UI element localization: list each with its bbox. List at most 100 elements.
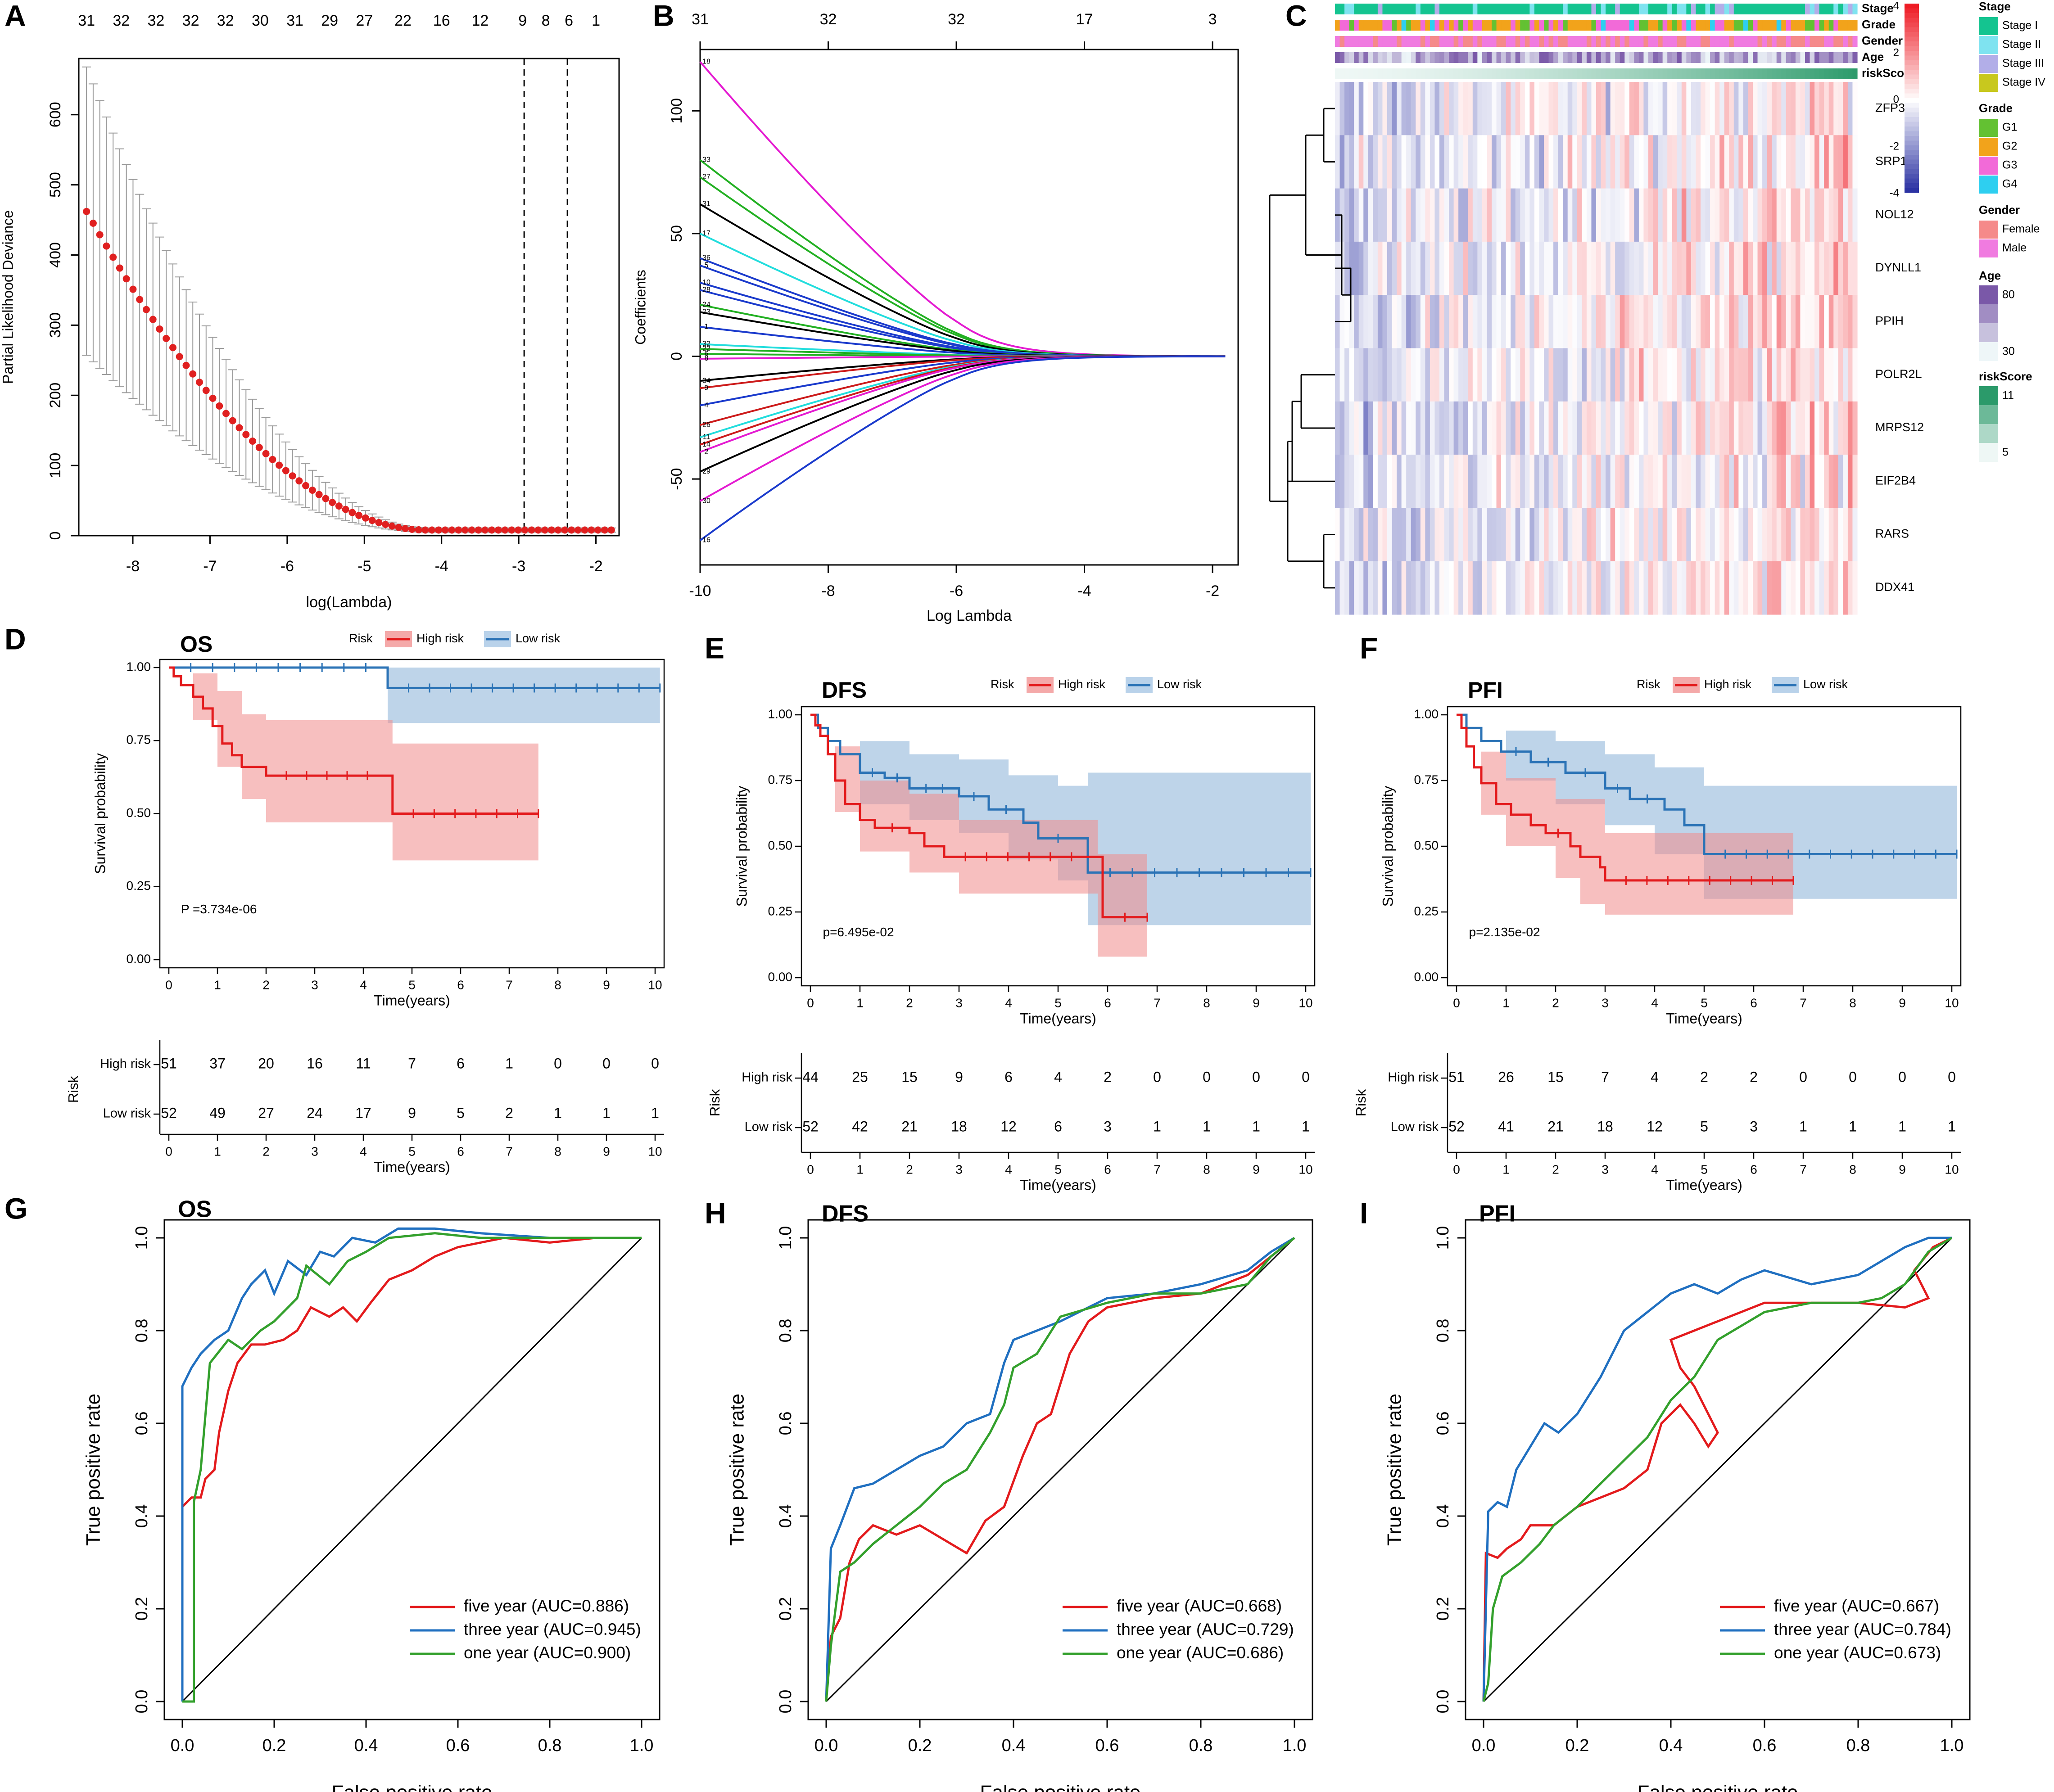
heatmap-cell [1748, 508, 1753, 562]
panel-letter: F [1360, 631, 1378, 664]
gender-annotation-cell [1458, 36, 1464, 47]
x-tick-label: -6 [281, 558, 294, 575]
top-axis-label: 32 [113, 12, 130, 29]
heatmap-cell [1416, 295, 1421, 349]
heatmap-cell [1719, 82, 1725, 135]
riskscore-annotation-cell [1776, 68, 1782, 79]
heatmap-cell [1715, 401, 1720, 455]
legend-item: High risk [416, 632, 464, 645]
heatmap-cell [1544, 561, 1549, 615]
heatmap-cell [1743, 348, 1749, 402]
heatmap-cell [1354, 188, 1359, 242]
heatmap-cell [1567, 455, 1573, 508]
heatmap-cell [1658, 135, 1663, 189]
low-risk-count: 27 [258, 1105, 274, 1121]
gender-annotation-cell [1487, 36, 1492, 47]
heatmap-cell [1681, 135, 1687, 189]
gender-annotation-cell [1729, 36, 1734, 47]
stage-annotation-cell [1434, 4, 1440, 14]
heatmap-cell [1563, 295, 1568, 349]
y-tick-label: 600 [47, 102, 64, 127]
heatmap-cell [1430, 135, 1435, 189]
grade-annotation-cell [1444, 20, 1449, 31]
gender-annotation-cell [1534, 36, 1540, 47]
grade-annotation-cell [1468, 20, 1473, 31]
stage-annotation-cell [1506, 4, 1511, 14]
heatmap-cell [1738, 241, 1744, 295]
heatmap-cell [1753, 455, 1758, 508]
gene-label: PPIH [1875, 314, 1904, 327]
heatmap-cell [1772, 455, 1777, 508]
age-annotation-cell [1748, 52, 1753, 63]
heatmap-cell [1648, 348, 1654, 402]
heatmap-cell [1377, 401, 1383, 455]
heatmap-cell [1368, 82, 1373, 135]
heatmap-cell [1406, 82, 1412, 135]
heatmap-cell [1439, 455, 1445, 508]
heatmap-cell [1757, 241, 1763, 295]
heatmap-cell [1548, 241, 1554, 295]
roc-curve [825, 1237, 1295, 1702]
heatmap-cell [1638, 561, 1644, 615]
gender-annotation-cell [1506, 36, 1511, 47]
deviance-point [189, 370, 197, 378]
gender-annotation-cell [1810, 36, 1815, 47]
color-scale-swatch [1905, 145, 1919, 150]
heatmap-cell [1733, 348, 1739, 402]
legend-gradient-swatch [1979, 443, 1998, 462]
heatmap-cell [1392, 241, 1397, 295]
risk-row-label-low: Low risk [103, 1106, 151, 1121]
top-axis-label: 12 [472, 12, 489, 29]
riskscore-annotation-cell [1691, 68, 1697, 79]
heatmap-cell [1719, 241, 1725, 295]
heatmap-cell [1686, 561, 1692, 615]
heatmap-cell [1525, 241, 1530, 295]
heatmap-cell [1843, 561, 1848, 615]
heatmap-cell [1776, 455, 1782, 508]
low-risk-count: 41 [1498, 1118, 1514, 1134]
age-annotation-cell [1458, 52, 1464, 63]
heatmap-cell [1567, 241, 1573, 295]
heatmap-cell [1567, 508, 1573, 562]
heatmap-cell [1511, 348, 1516, 402]
deviance-point [262, 450, 270, 457]
heatmap-cell [1520, 455, 1525, 508]
roc-curve [1482, 1237, 1953, 1702]
x-tick-label: -2 [1206, 582, 1219, 600]
grade-annotation-cell [1534, 20, 1540, 31]
p-value: p=6.495e-02 [823, 925, 894, 939]
gender-annotation-cell [1567, 36, 1573, 47]
heatmap-cell [1577, 508, 1582, 562]
heatmap-cell [1662, 135, 1668, 189]
heatmap-cell [1501, 455, 1507, 508]
riskscore-annotation-cell [1843, 68, 1848, 79]
grade-annotation-cell [1572, 20, 1578, 31]
gender-annotation-cell [1696, 36, 1701, 47]
heatmap-cell [1534, 508, 1540, 562]
heatmap-cell [1667, 455, 1673, 508]
riskscore-annotation-cell [1648, 68, 1654, 79]
heatmap-cell [1563, 188, 1568, 242]
legend-item: Female [2002, 223, 2040, 235]
high-risk-count: 4 [1054, 1069, 1062, 1085]
heatmap-cell [1767, 295, 1772, 349]
heatmap-cell [1786, 561, 1791, 615]
x-tick-label: 5 [408, 978, 416, 992]
heatmap-cell [1586, 508, 1592, 562]
gender-annotation-cell [1553, 36, 1559, 47]
age-annotation-cell [1425, 52, 1430, 63]
heatmap-cell [1349, 348, 1354, 402]
grade-annotation-cell [1463, 20, 1468, 31]
heatmap-cell [1643, 348, 1649, 402]
heatmap-cell [1492, 188, 1497, 242]
riskscore-annotation-cell [1387, 68, 1393, 79]
heatmap-cell [1828, 561, 1834, 615]
gender-annotation-cell [1615, 36, 1620, 47]
color-scale-tick: -4 [1890, 187, 1899, 199]
x-tick-label: 9 [1253, 996, 1260, 1010]
legend-title: riskScore [1979, 370, 2032, 383]
gender-annotation-cell [1363, 36, 1369, 47]
high-risk-count: 2 [1104, 1069, 1112, 1085]
heatmap-cell [1696, 82, 1701, 135]
coefficient-index-label: 23 [702, 308, 710, 316]
